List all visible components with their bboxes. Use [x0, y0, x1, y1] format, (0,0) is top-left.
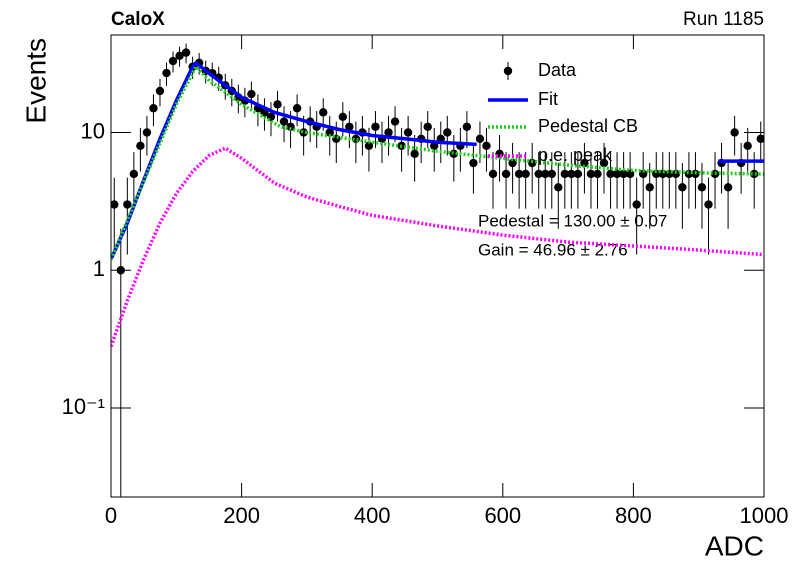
x-tick-label: 400 [354, 503, 391, 528]
curve [111, 146, 764, 347]
data-point [586, 169, 596, 179]
data-point [508, 158, 517, 168]
data-point [730, 128, 739, 137]
data-point [443, 128, 452, 137]
data-point [123, 200, 132, 209]
data-point [541, 169, 550, 179]
data-point [678, 183, 687, 192]
x-tick-label: 800 [615, 503, 652, 528]
frame [110, 34, 765, 498]
data-point [338, 112, 348, 121]
data-point [162, 68, 171, 78]
data-point [462, 122, 472, 131]
legend-label: Pedestal CB [538, 116, 638, 136]
data-point [521, 169, 530, 179]
data-point [111, 200, 119, 209]
y-tick-label: 10⁻¹ [62, 394, 105, 419]
data-point [632, 200, 641, 209]
x-tick-label: 1000 [740, 503, 789, 528]
x-axis-label: ADC [705, 530, 764, 561]
x-tick-label: 600 [484, 503, 521, 528]
legend-label: p.e. peak [538, 145, 613, 165]
data-point [292, 104, 302, 113]
data-point [403, 128, 413, 137]
data-point [573, 169, 583, 179]
legend-label: Fit [538, 89, 558, 109]
data-point [469, 158, 478, 168]
data-point [181, 48, 191, 57]
data-point [567, 169, 576, 179]
data-point [599, 158, 609, 168]
data-point [580, 158, 589, 168]
data-point [384, 128, 393, 137]
data-point [619, 169, 628, 179]
data-point [482, 141, 491, 151]
data-point [136, 141, 145, 151]
data-point [743, 141, 752, 151]
annotation: Pedestal = 130.00 ± 0.07 [478, 211, 667, 230]
data-point [501, 169, 511, 179]
data-point [612, 169, 622, 179]
data-point [547, 169, 556, 179]
data-point [149, 104, 158, 113]
data-point [410, 149, 419, 159]
data-point [168, 56, 178, 66]
annotation: Gain = 46.96 ± 2.76 [478, 240, 628, 259]
data-point [652, 169, 661, 179]
data-point [279, 117, 289, 126]
data-point [175, 51, 184, 61]
data-point [286, 122, 295, 131]
curve [111, 63, 764, 260]
plot-area [111, 43, 764, 497]
legend-label: Data [538, 60, 577, 80]
data-point [750, 169, 759, 179]
x-tick-label: 0 [105, 503, 117, 528]
data-point [645, 183, 654, 192]
data-point [364, 141, 374, 151]
data-point [390, 117, 400, 126]
data-point [534, 169, 543, 179]
data-point [671, 169, 681, 179]
data-point [488, 169, 498, 179]
x-tick-label: 200 [223, 503, 260, 528]
data-point [155, 86, 165, 96]
data-point [756, 134, 764, 143]
data-point [371, 122, 380, 131]
data-point [697, 183, 707, 192]
y-axis-label: Events [20, 38, 51, 124]
data-point [593, 169, 602, 179]
data-point [325, 128, 334, 137]
data-point [514, 169, 524, 179]
data-point [554, 183, 563, 192]
data-point [247, 89, 256, 99]
data-point [475, 134, 485, 143]
data-point [142, 128, 152, 137]
data-point [638, 169, 648, 179]
y-tick-label: 10 [81, 118, 105, 143]
data-point [704, 200, 713, 209]
data-point [129, 169, 139, 179]
data-point [723, 183, 733, 192]
curve [111, 60, 764, 261]
y-tick-label: 1 [93, 256, 105, 281]
data-point [319, 108, 328, 117]
data-point [560, 169, 570, 179]
data-point [606, 169, 615, 179]
data-point [273, 100, 282, 109]
run-label: Run 1185 [683, 9, 764, 30]
data-point [423, 122, 432, 131]
chart-title: CaloX [111, 9, 165, 30]
data-point [345, 122, 354, 131]
